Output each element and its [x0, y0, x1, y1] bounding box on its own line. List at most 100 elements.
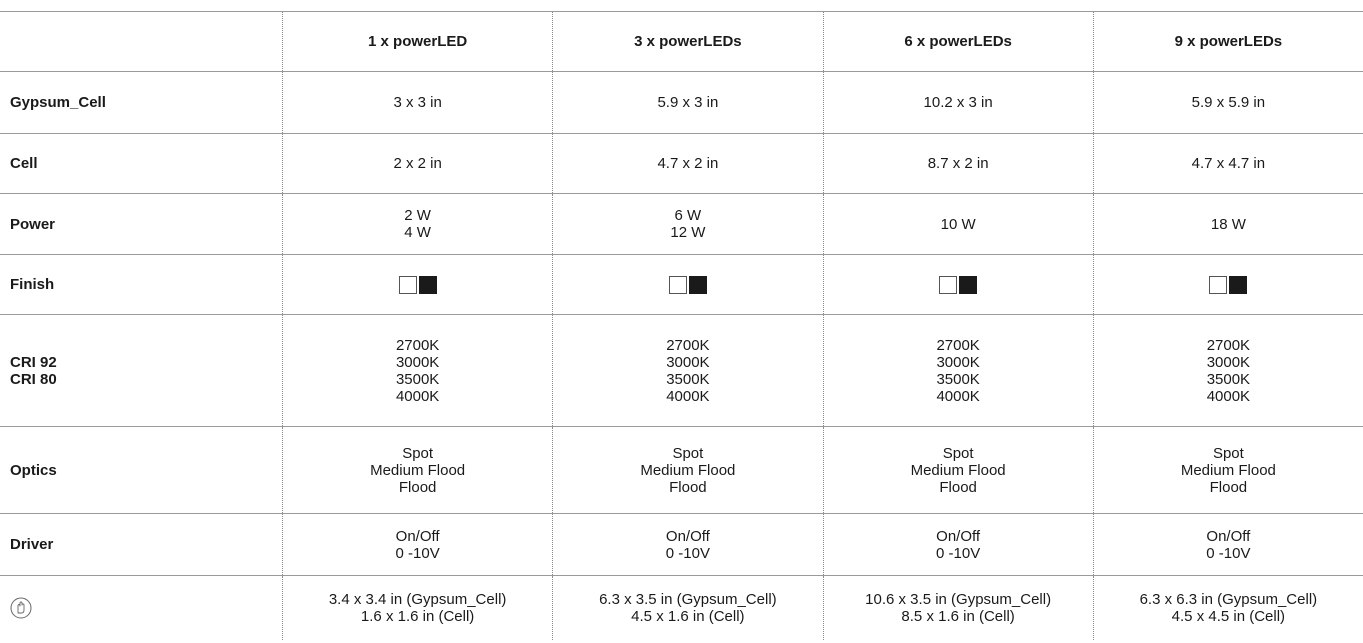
table-cell: [822, 255, 1093, 314]
finish-swatches: [668, 275, 707, 294]
cell-line: 2700K: [936, 336, 980, 354]
row-driver: Driver On/Off 0 -10V On/Off 0 -10V On/Of…: [0, 514, 1363, 576]
table-cell: 5.9 x 3 in: [552, 72, 822, 133]
table-cell: 2 x 2 in: [282, 134, 552, 193]
column-header: 9 x powerLEDs: [1092, 12, 1363, 71]
cell-line: 8.5 x 1.6 in (Cell): [901, 608, 1015, 625]
column-header: 3 x powerLEDs: [552, 12, 822, 71]
cell-line: Flood: [1209, 478, 1248, 496]
cell-line: 4000K: [666, 387, 710, 405]
cell-line: On/Off: [936, 527, 981, 545]
cell-line: 3500K: [395, 370, 440, 388]
cell-line: 4000K: [395, 387, 440, 405]
row-label: CRI 92 CRI 80: [0, 315, 282, 426]
cri-label-line: CRI 80: [10, 370, 57, 388]
white-finish-swatch: [398, 275, 417, 294]
cell-line: 0 -10V: [665, 544, 710, 562]
cell-line: 18 W: [1210, 215, 1246, 233]
table-cell: On/Off 0 -10V: [282, 514, 552, 575]
cell-line: 2700K: [666, 336, 710, 354]
black-finish-swatch: [688, 275, 707, 294]
table-cell: On/Off 0 -10V: [552, 514, 822, 575]
cell-line: 10.6 x 3.5 in (Gypsum_Cell): [865, 591, 1052, 608]
row-label: [0, 576, 282, 640]
cell-line: 12 W: [670, 224, 706, 241]
cell-line: 3000K: [395, 353, 440, 371]
cutout-hand-icon: [10, 597, 32, 619]
table-cell: 10 W: [822, 194, 1093, 254]
cell-line: Flood: [939, 478, 977, 496]
table-cell: 18 W: [1092, 194, 1363, 254]
cell-line: 4000K: [1206, 387, 1251, 405]
row-finish: Finish: [0, 255, 1363, 315]
cell-line: 0 -10V: [395, 544, 440, 562]
table-cell: Spot Medium Flood Flood: [1092, 427, 1363, 513]
finish-swatches: [398, 275, 437, 294]
black-finish-swatch: [959, 275, 978, 294]
table-cell: 2700K 3000K 3500K 4000K: [552, 315, 822, 426]
row-power: Power 2 W 4 W 6 W 12 W 10 W 18 W: [0, 194, 1363, 255]
cell-line: 3500K: [666, 370, 710, 388]
cell-line: Spot: [402, 444, 434, 462]
row-cutout: 3.4 x 3.4 in (Gypsum_Cell) 1.6 x 1.6 in …: [0, 576, 1363, 640]
cell-line: 1.6 x 1.6 in (Cell): [360, 608, 475, 625]
table-cell: 5.9 x 5.9 in: [1092, 72, 1363, 133]
row-label: Cell: [10, 155, 38, 172]
black-finish-swatch: [1229, 275, 1248, 294]
cell-line: 4.5 x 4.5 in (Cell): [1171, 608, 1286, 625]
table-cell: 10.2 x 3 in: [822, 72, 1093, 133]
cell-line: 0 -10V: [936, 544, 981, 562]
cell-line: 4.5 x 1.6 in (Cell): [631, 608, 745, 625]
finish-swatches: [939, 275, 978, 294]
cell-line: 2700K: [1206, 336, 1251, 354]
table-cell: 4.7 x 2 in: [552, 134, 822, 193]
table-cell: 6.3 x 3.5 in (Gypsum_Cell) 4.5 x 1.6 in …: [552, 576, 822, 640]
row-label: Gypsum_Cell: [10, 94, 106, 111]
row-label: Finish: [10, 276, 55, 293]
white-finish-swatch: [668, 275, 687, 294]
table-cell: On/Off 0 -10V: [822, 514, 1093, 575]
black-finish-swatch: [418, 275, 437, 294]
cell-line: On/Off: [1206, 527, 1251, 545]
cri-label-line: CRI 92: [10, 353, 57, 371]
cell-line: 0 -10V: [1206, 544, 1251, 562]
cell-line: 4 W: [404, 224, 431, 241]
cell-line: 2700K: [395, 336, 440, 354]
table-cell: 10.6 x 3.5 in (Gypsum_Cell) 8.5 x 1.6 in…: [822, 576, 1093, 640]
cell-line: Medium Flood: [640, 461, 736, 479]
row-label: Power: [10, 215, 56, 233]
cell-line: Spot: [672, 444, 704, 462]
table-cell: [552, 255, 822, 314]
column-header: 1 x powerLED: [282, 12, 552, 71]
table-cell: [282, 255, 552, 314]
cell-line: Flood: [398, 478, 437, 496]
table-cell: [1092, 255, 1363, 314]
spec-table: 1 x powerLED 3 x powerLEDs 6 x powerLEDs…: [0, 11, 1363, 640]
table-cell: Spot Medium Flood Flood: [822, 427, 1093, 513]
table-cell: 6.3 x 6.3 in (Gypsum_Cell) 4.5 x 4.5 in …: [1092, 576, 1363, 640]
header-row: 1 x powerLED 3 x powerLEDs 6 x powerLEDs…: [0, 11, 1363, 72]
cell-line: 6 W: [674, 207, 702, 224]
row-gypsum-cell: Gypsum_Cell 3 x 3 in 5.9 x 3 in 10.2 x 3…: [0, 72, 1363, 134]
row-cri: CRI 92 CRI 80 2700K 3000K 3500K 4000K 27…: [0, 315, 1363, 427]
table-cell: 4.7 x 4.7 in: [1092, 134, 1363, 193]
cell-line: 3000K: [936, 353, 980, 371]
row-optics: Optics Spot Medium Flood Flood Spot Medi…: [0, 427, 1363, 514]
cell-line: 4000K: [936, 387, 980, 405]
finish-swatches: [1209, 275, 1248, 294]
table-cell: 6 W 12 W: [552, 194, 822, 254]
table-cell: 2700K 3000K 3500K 4000K: [822, 315, 1093, 426]
cell-line: 10 W: [940, 215, 976, 233]
table-cell: 3.4 x 3.4 in (Gypsum_Cell) 1.6 x 1.6 in …: [282, 576, 552, 640]
table-cell: 3 x 3 in: [282, 72, 552, 133]
table-cell: 8.7 x 2 in: [822, 134, 1093, 193]
cell-line: 3000K: [1206, 353, 1251, 371]
cell-line: Flood: [669, 478, 707, 496]
table-cell: Spot Medium Flood Flood: [282, 427, 552, 513]
row-label: Driver: [10, 536, 54, 553]
cell-line: 2 W: [404, 207, 431, 224]
table-cell: 2700K 3000K 3500K 4000K: [1092, 315, 1363, 426]
cell-line: 3500K: [936, 370, 980, 388]
cell-line: 6.3 x 6.3 in (Gypsum_Cell): [1139, 591, 1318, 608]
cell-line: 6.3 x 3.5 in (Gypsum_Cell): [599, 591, 777, 608]
